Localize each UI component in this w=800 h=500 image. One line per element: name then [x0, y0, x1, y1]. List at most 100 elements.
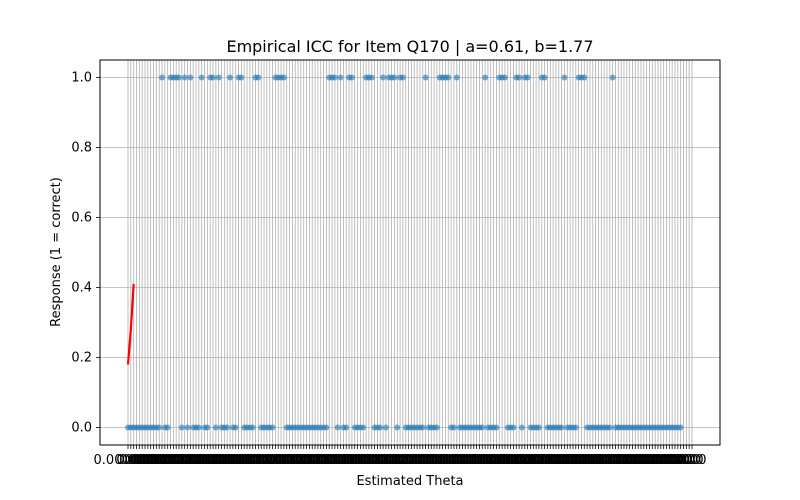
x-tick-label: 0.00	[456, 453, 485, 468]
x-tick-label: 0.00	[221, 453, 250, 468]
x-tick-label: 0.00	[485, 453, 514, 468]
response-point	[558, 424, 565, 431]
response-point	[255, 74, 262, 81]
x-tick-label: 0.00	[544, 453, 573, 468]
response-point	[510, 424, 517, 431]
x-tick-label: 0.00	[116, 453, 145, 468]
x-tick-label: 0.00	[539, 453, 568, 468]
response-point	[360, 424, 367, 431]
x-tick-label: 0.00	[541, 453, 570, 468]
x-tick-label: 0.00	[420, 453, 449, 468]
response-point	[453, 74, 460, 81]
x-tick-label: 0.00	[269, 453, 298, 468]
x-tick-label: 0.00	[275, 453, 304, 468]
x-tick-label: 0.00	[298, 453, 327, 468]
x-tick-label: 0.00	[272, 453, 301, 468]
plot-frame	[99, 59, 721, 446]
x-tick-label: 0.00	[405, 453, 434, 468]
response-point	[224, 424, 231, 431]
x-tick-label: 0.00	[241, 453, 270, 468]
x-tick-label: 0.00	[224, 453, 253, 468]
x-tick-label: 0.00	[136, 453, 165, 468]
x-tick-label: 0.00	[252, 453, 281, 468]
x-tick-label: 0.00	[292, 453, 321, 468]
x-tick-label: 0.00	[513, 453, 542, 468]
x-tick-label: 0.00	[335, 453, 364, 468]
x-tick-label: 0.00	[655, 453, 684, 468]
response-point	[331, 74, 338, 81]
x-tick-label: 0.00	[590, 453, 619, 468]
response-point	[581, 74, 588, 81]
x-tick-label: 0.00	[666, 453, 695, 468]
response-point	[606, 424, 613, 431]
x-tick-label: 0.00	[374, 453, 403, 468]
x-tick-label: 0.00	[632, 453, 661, 468]
x-tick-label: 0.00	[499, 453, 528, 468]
x-tick-label: 0.00	[238, 453, 267, 468]
x-tick-label: 0.00	[641, 453, 670, 468]
x-tick-label: 0.00	[142, 453, 171, 468]
x-tick-label: 0.00	[661, 453, 690, 468]
x-tick-label: 0.00	[278, 453, 307, 468]
x-tick-label: 0.00	[284, 453, 313, 468]
x-tick-label: 0.00	[250, 453, 279, 468]
x-tick-label: 0.00	[349, 453, 378, 468]
response-point	[368, 74, 375, 81]
x-tick-label: 0.00	[678, 453, 707, 468]
x-tick-label: 0.00	[510, 453, 539, 468]
x-tick-label: 0.00	[207, 453, 236, 468]
x-tick-label: 0.00	[610, 453, 639, 468]
x-tick-label: 0.00	[397, 453, 426, 468]
x-tick-label: 0.00	[159, 453, 188, 468]
x-tick-label: 0.00	[218, 453, 247, 468]
response-point	[609, 74, 616, 81]
y-tick-label: 0.6	[71, 211, 92, 226]
x-tick-label: 0.00	[289, 453, 318, 468]
x-tick-label: 0.00	[629, 453, 658, 468]
x-tick-label: 0.00	[465, 453, 494, 468]
x-tick-label: 0.00	[592, 453, 621, 468]
x-tick-label: 0.00	[459, 453, 488, 468]
x-tick-label: 0.00	[553, 453, 582, 468]
x-tick-label: 0.00	[414, 453, 443, 468]
x-tick-label: 0.00	[462, 453, 491, 468]
x-tick-label: 0.00	[360, 453, 389, 468]
x-tick-label: 0.00	[524, 453, 553, 468]
x-tick-label: 0.00	[233, 453, 262, 468]
response-point	[156, 424, 163, 431]
x-tick-label: 0.00	[400, 453, 429, 468]
x-tick-label: 0.00	[431, 453, 460, 468]
x-tick-label: 0.00	[578, 453, 607, 468]
x-tick-label: 0.00	[173, 453, 202, 468]
points-layer	[125, 74, 684, 431]
x-tick-label: 0.00	[612, 453, 641, 468]
y-ticks: 0.0 0.2 0.4 0.6 0.8 1.0	[71, 71, 100, 436]
x-tick-label: 0.00	[638, 453, 667, 468]
x-tick-label: 0.00	[363, 453, 392, 468]
x-tick-label: 0.00	[122, 453, 151, 468]
x-tick-label: 0.00	[210, 453, 239, 468]
x-tick-label: 0.00	[366, 453, 395, 468]
x-tick-label: 0.00	[190, 453, 219, 468]
x-tick-label: 0.00	[627, 453, 656, 468]
x-tick-label: 0.00	[167, 453, 196, 468]
x-tick-label: 0.00	[357, 453, 386, 468]
x-tick-label: 0.00	[451, 453, 480, 468]
x-tick-label: 0.00	[258, 453, 287, 468]
y-tick-label: 0.8	[71, 141, 92, 156]
x-tick-label: 0.00	[575, 453, 604, 468]
x-tick-label: 0.00	[567, 453, 596, 468]
x-tick-label: 0.00	[445, 453, 474, 468]
x-tick-label: 0.00	[230, 453, 259, 468]
response-point	[380, 74, 387, 81]
x-tick-label: 0.00	[193, 453, 222, 468]
x-tick-label: 0.00	[261, 453, 290, 468]
x-tick-label: 0.00	[556, 453, 585, 468]
x-tick-label: 0.00	[187, 453, 216, 468]
response-point	[422, 74, 429, 81]
x-tick-label: 0.00	[519, 453, 548, 468]
response-point	[181, 74, 188, 81]
x-tick-label: 0.00	[649, 453, 678, 468]
response-point	[184, 424, 191, 431]
